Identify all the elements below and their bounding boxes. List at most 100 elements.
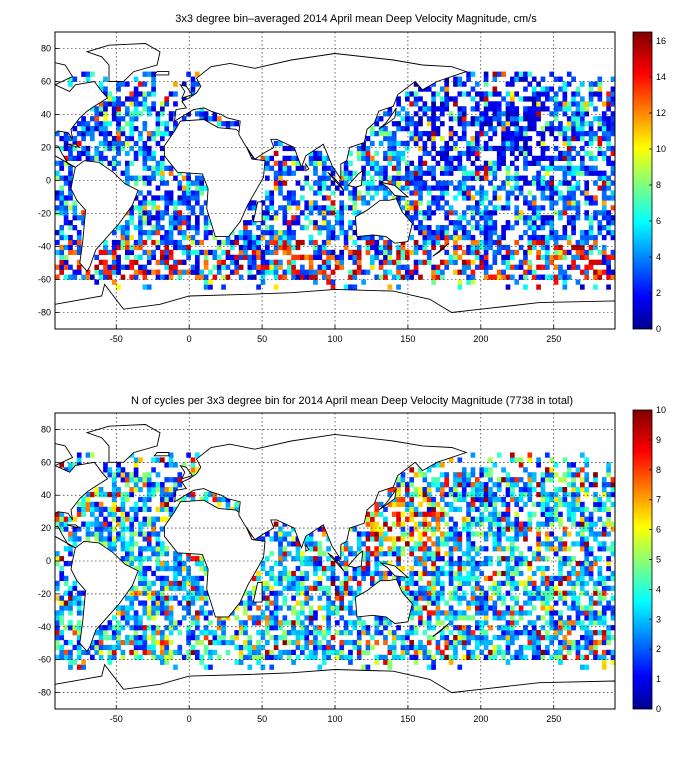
heatmap-cell — [63, 526, 69, 532]
heatmap-cell — [313, 150, 318, 157]
heatmap-cell — [251, 220, 257, 226]
heatmap-cell — [168, 111, 174, 117]
heatmap-cell — [514, 155, 520, 161]
heatmap-cell — [575, 135, 581, 142]
heatmap-cell — [155, 230, 161, 236]
heatmap-cell — [330, 279, 336, 285]
heatmap-cell — [435, 605, 441, 611]
heatmap-cell — [453, 472, 458, 478]
heatmap-cell — [466, 482, 471, 488]
heatmap-cell — [300, 649, 305, 656]
heatmap-cell — [505, 264, 511, 270]
heatmap-cell — [111, 101, 117, 107]
heatmap-cell — [138, 254, 143, 260]
heatmap-cell — [566, 644, 572, 651]
heatmap-cell — [501, 274, 506, 280]
heatmap-cell — [160, 234, 165, 241]
heatmap-cell — [195, 200, 200, 206]
heatmap-cell — [479, 467, 485, 473]
heatmap-cell — [387, 180, 393, 186]
heatmap-cell — [597, 81, 603, 87]
heatmap-cell — [378, 244, 384, 251]
heatmap-cell — [238, 254, 244, 260]
heatmap-cell — [597, 639, 603, 646]
heatmap-cell — [558, 654, 563, 660]
heatmap-cell — [116, 610, 121, 616]
heatmap-cell — [142, 195, 148, 201]
heatmap-cell — [558, 630, 563, 636]
heatmap-cell — [68, 649, 73, 656]
heatmap-cell — [85, 531, 91, 537]
heatmap-cell — [55, 230, 60, 236]
heatmap-cell — [523, 556, 528, 562]
heatmap-cell — [492, 541, 498, 547]
heatmap-cell — [426, 635, 432, 641]
heatmap-cell — [531, 220, 537, 226]
heatmap-cell — [580, 541, 585, 547]
heatmap-cell — [221, 635, 226, 641]
heatmap-cell — [129, 249, 135, 256]
heatmap-cell — [606, 556, 611, 562]
heatmap-cell — [295, 160, 301, 166]
heatmap-cell — [111, 506, 117, 512]
heatmap-cell — [291, 630, 296, 636]
heatmap-cell — [94, 264, 100, 270]
heatmap-cell — [558, 521, 563, 527]
heatmap-cell — [146, 565, 152, 572]
heatmap-cell — [125, 135, 130, 142]
heatmap-cell — [256, 234, 261, 241]
heatmap-cell — [597, 556, 603, 562]
heatmap-cell — [610, 625, 616, 631]
heatmap-cell — [448, 180, 454, 186]
heatmap-cell — [374, 620, 380, 626]
heatmap-cell — [461, 135, 467, 142]
heatmap-cell — [396, 269, 401, 275]
heatmap-cell — [488, 595, 493, 601]
heatmap-cell — [111, 111, 117, 117]
heatmap-cell — [440, 269, 445, 275]
heatmap-cell — [365, 639, 371, 646]
heatmap-cell — [566, 615, 572, 621]
heatmap-cell — [488, 165, 493, 171]
heatmap-cell — [151, 635, 156, 641]
heatmap-cell — [76, 230, 82, 236]
heatmap-cell — [483, 170, 489, 176]
heatmap-cell — [146, 230, 152, 236]
heatmap-cell — [562, 654, 568, 660]
heatmap-cell — [527, 595, 533, 601]
heatmap-cell — [413, 570, 419, 577]
heatmap-cell — [431, 625, 436, 631]
heatmap-cell — [545, 585, 550, 591]
heatmap-cell — [160, 501, 165, 508]
heatmap-cell — [601, 659, 607, 665]
heatmap-cell — [120, 556, 126, 562]
heatmap-cell — [566, 556, 572, 562]
heatmap-cell — [523, 600, 528, 606]
heatmap-cell — [317, 155, 323, 161]
heatmap-cell — [291, 254, 296, 260]
heatmap-cell — [330, 254, 336, 260]
heatmap-cell — [584, 536, 590, 542]
heatmap-cell — [203, 595, 209, 601]
heatmap-cell — [435, 546, 441, 552]
heatmap-cell — [295, 254, 301, 260]
heatmap-cell — [81, 496, 86, 503]
heatmap-cell — [55, 635, 60, 641]
heatmap-cell — [562, 175, 568, 181]
heatmap-cell — [146, 496, 152, 503]
heatmap-cell — [339, 180, 345, 186]
heatmap-cell — [164, 600, 170, 606]
heatmap-cell — [98, 101, 104, 107]
heatmap-cell — [98, 131, 104, 137]
heatmap-cell — [575, 491, 581, 498]
heatmap-cell — [470, 279, 476, 285]
heatmap-cell — [160, 595, 165, 601]
heatmap-cell — [514, 536, 520, 542]
heatmap-cell — [116, 135, 121, 142]
heatmap-cell — [571, 565, 576, 572]
heatmap-cell — [584, 521, 590, 527]
heatmap-cell — [562, 635, 568, 641]
heatmap-cell — [68, 249, 73, 256]
heatmap-cell — [461, 121, 467, 127]
heatmap-cell — [116, 145, 121, 152]
